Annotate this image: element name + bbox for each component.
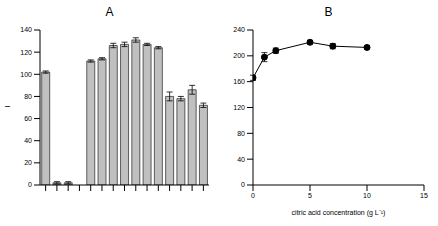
svg-text:15: 15 bbox=[420, 192, 428, 199]
svg-text:60: 60 bbox=[24, 115, 32, 122]
svg-text:0: 0 bbox=[241, 181, 245, 188]
svg-text:I: I bbox=[8, 105, 12, 107]
svg-text:80: 80 bbox=[237, 130, 245, 137]
svg-text:citric acid concentration (g L: citric acid concentration (g L⁻¹) bbox=[292, 209, 386, 217]
html-text:A: A bbox=[105, 5, 114, 19]
svg-text:40: 40 bbox=[237, 156, 245, 163]
svg-text:100: 100 bbox=[20, 71, 32, 78]
svg-text:40: 40 bbox=[24, 137, 32, 144]
svg-text:120: 120 bbox=[233, 104, 245, 111]
svg-text:10: 10 bbox=[363, 192, 371, 199]
svg-text:140: 140 bbox=[20, 26, 32, 33]
svg-text:80: 80 bbox=[24, 93, 32, 100]
svg-text:160: 160 bbox=[233, 78, 245, 85]
svg-text:240: 240 bbox=[233, 26, 245, 33]
html-text:B: B bbox=[324, 5, 333, 19]
svg-text:5: 5 bbox=[308, 192, 312, 199]
svg-text:20: 20 bbox=[24, 159, 32, 166]
svg-text:0: 0 bbox=[251, 192, 255, 199]
svg-text:120: 120 bbox=[20, 49, 32, 56]
svg-text:200: 200 bbox=[233, 52, 245, 59]
svg-text:0: 0 bbox=[28, 181, 32, 188]
